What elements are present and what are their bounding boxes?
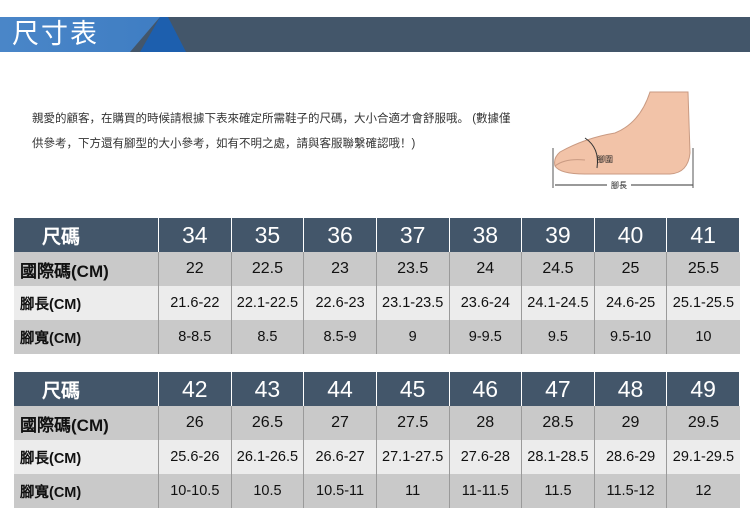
table-cell: 9: [376, 320, 450, 354]
intro-text: 親愛的顧客，在購買的時候請根據下表來確定所需鞋子的尺碼，大小合適才會舒服哦。 (…: [32, 113, 511, 150]
table-cell: 24: [449, 252, 523, 286]
table-cell: 8.5: [231, 320, 305, 354]
table-cell: 10: [666, 320, 740, 354]
table-cell: 8.5-9: [303, 320, 377, 354]
table-cell: 28.6-29: [594, 440, 668, 474]
table-cell: 24.5: [521, 252, 595, 286]
table-cell: 46: [449, 372, 523, 406]
table-row: 國際碼(CM) 22 22.5 23 23.5 24 24.5 25 25.5: [14, 252, 740, 286]
table-cell: 9.5-10: [594, 320, 668, 354]
table-cell: 12: [666, 474, 740, 508]
table-cell: 22.6-23: [303, 286, 377, 320]
table-cell: 23: [303, 252, 377, 286]
table-cell: 11: [376, 474, 450, 508]
table-cell: 9.5: [521, 320, 595, 354]
table-cell: 22: [158, 252, 232, 286]
page-title: 尺寸表: [12, 19, 99, 49]
table-cell: 25.5: [666, 252, 740, 286]
table-cell: 10-10.5: [158, 474, 232, 508]
table-cell: 11.5-12: [594, 474, 668, 508]
table-cell: 10.5: [231, 474, 305, 508]
table-cell: 29: [594, 406, 668, 440]
table-cell: 28.1-28.5: [521, 440, 595, 474]
foot-diagram: 腳長 腳圍: [552, 91, 694, 191]
table-cell: 47: [521, 372, 595, 406]
table-row: 腳寬(CM) 8-8.5 8.5 8.5-9 9 9-9.5 9.5 9.5-10 10: [14, 320, 740, 354]
table-cell: 21.6-22: [158, 286, 232, 320]
table-cell: 23.5: [376, 252, 450, 286]
table-cell: 49: [666, 372, 740, 406]
table-cell: 26.1-26.5: [231, 440, 305, 474]
size-table-2: 尺碼 42 43 44 45 46 47 48 49 國際碼(CM) 26 26.5 27 27.5 28 2…: [14, 372, 740, 508]
table-cell: 24.6-25: [594, 286, 668, 320]
table-cell: 40: [594, 218, 668, 252]
table-row: 國際碼(CM) 26 26.5 27 27.5 28 28.5 29 29.5: [14, 406, 740, 440]
table-cell: 22.1-22.5: [231, 286, 305, 320]
table-cell: 8-8.5: [158, 320, 232, 354]
row-label: 腳寬(CM): [14, 320, 159, 354]
table-cell: 34: [158, 218, 232, 252]
table-cell: 45: [376, 372, 450, 406]
row-label: 腳長(CM): [14, 440, 159, 474]
table-cell: 23.1-23.5: [376, 286, 450, 320]
row-label: 國際碼(CM): [14, 406, 159, 440]
table-cell: 35: [231, 218, 305, 252]
table-row: 腳長(CM) 21.6-22 22.1-22.5 22.6-23 23.1-23.5 23…: [14, 286, 740, 320]
row-label: 尺碼: [14, 372, 159, 406]
table-row: 腳長(CM) 25.6-26 26.1-26.5 26.6-27 27.1-27.5 27…: [14, 440, 740, 474]
row-label: 腳寬(CM): [14, 474, 159, 508]
table-cell: 9-9.5: [449, 320, 523, 354]
header-accent: [0, 17, 160, 52]
table-row: 尺碼 42 43 44 45 46 47 48 49: [14, 372, 740, 406]
table-cell: 26.6-27: [303, 440, 377, 474]
table-cell: 37: [376, 218, 450, 252]
table-row: 尺碼 34 35 36 37 38 39 40 41: [14, 218, 740, 252]
table-cell: 11.5: [521, 474, 595, 508]
size-table-1: 尺碼 34 35 36 37 38 39 40 41 國際碼(CM) 22 22.5 23 23.5 24 2…: [14, 218, 740, 354]
table-cell: 48: [594, 372, 668, 406]
table-cell: 28: [449, 406, 523, 440]
table-cell: 36: [303, 218, 377, 252]
table-cell: 43: [231, 372, 305, 406]
table-cell: 44: [303, 372, 377, 406]
table-cell: 23.6-24: [449, 286, 523, 320]
table-cell: 38: [449, 218, 523, 252]
table-cell: 25.1-25.5: [666, 286, 740, 320]
table-cell: 25.6-26: [158, 440, 232, 474]
table-cell: 42: [158, 372, 232, 406]
table-cell: 25: [594, 252, 668, 286]
table-cell: 27.1-27.5: [376, 440, 450, 474]
foot-length-label: 腳長: [611, 180, 627, 190]
table-cell: 26: [158, 406, 232, 440]
table-cell: 41: [666, 218, 740, 252]
table-cell: 10.5-11: [303, 474, 377, 508]
table-cell: 24.1-24.5: [521, 286, 595, 320]
table-cell: 28.5: [521, 406, 595, 440]
table-cell: 29.1-29.5: [666, 440, 740, 474]
table-cell: 11-11.5: [449, 474, 523, 508]
row-label: 國際碼(CM): [14, 252, 159, 286]
table-cell: 27.6-28: [449, 440, 523, 474]
table-row: 腳寬(CM) 10-10.5 10.5 10.5-11 11 11-11.5 11.5 11.…: [14, 474, 740, 508]
table-cell: 26.5: [231, 406, 305, 440]
row-label: 尺碼: [14, 218, 159, 252]
table-cell: 27.5: [376, 406, 450, 440]
table-cell: 27: [303, 406, 377, 440]
row-label: 腳長(CM): [14, 286, 159, 320]
table-cell: 22.5: [231, 252, 305, 286]
table-cell: 29.5: [666, 406, 740, 440]
table-cell: 39: [521, 218, 595, 252]
foot-girth-label: 腳圍: [597, 154, 613, 164]
